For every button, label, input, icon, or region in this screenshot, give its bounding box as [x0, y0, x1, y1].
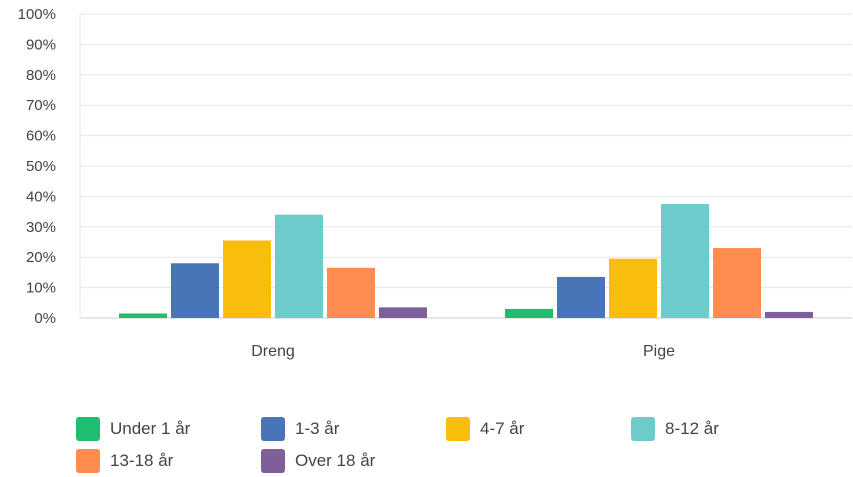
bar — [505, 308, 553, 318]
y-tick-label: 90% — [26, 36, 56, 53]
bar — [765, 311, 813, 318]
y-tick-label: 20% — [26, 249, 56, 266]
bar — [275, 214, 323, 318]
legend-label: 1-3 år — [295, 419, 340, 438]
y-tick-label: 40% — [26, 188, 56, 205]
legend-item: 8-12 år — [631, 417, 816, 441]
x-tick-label: Pige — [643, 343, 675, 360]
bar — [557, 276, 605, 318]
legend-swatch — [261, 449, 285, 473]
y-tick-label: 70% — [26, 97, 56, 114]
bar — [327, 267, 375, 318]
legend-item: 13-18 år — [76, 449, 261, 473]
legend-item: 1-3 år — [261, 417, 446, 441]
y-tick-label: 50% — [26, 158, 56, 175]
legend-swatch — [446, 417, 470, 441]
bar — [661, 204, 709, 318]
legend-item: 4-7 år — [446, 417, 631, 441]
y-tick-label: 60% — [26, 128, 56, 145]
legend-swatch — [631, 417, 655, 441]
legend-label: 13-18 år — [110, 451, 174, 470]
legend-swatch — [76, 449, 100, 473]
bar — [119, 313, 167, 318]
bar — [171, 263, 219, 318]
y-tick-label: 0% — [34, 310, 56, 327]
y-tick-label: 10% — [26, 280, 56, 297]
x-tick-label: Dreng — [251, 343, 295, 360]
bar — [609, 258, 657, 318]
legend-label: Over 18 år — [295, 451, 376, 470]
legend-item: Over 18 år — [261, 449, 446, 473]
y-tick-label: 80% — [26, 67, 56, 84]
legend-label: 4-7 år — [480, 419, 525, 438]
bar — [223, 240, 271, 318]
legend: Under 1 år 1-3 år 4-7 år 8-12 år 13-18 år Ove… — [76, 417, 816, 473]
y-tick-label: 100% — [18, 6, 56, 23]
legend-swatch — [261, 417, 285, 441]
legend-label: 8-12 år — [665, 419, 719, 438]
plot-area: 0% 10% 20% 30% 40% 50% 60% 70% 80% 90% 100% Dreng Pi… — [18, 6, 852, 360]
bar — [713, 248, 761, 318]
legend-swatch — [76, 417, 100, 441]
bar — [379, 307, 427, 318]
legend-item: Under 1 år — [76, 417, 261, 441]
legend-label: Under 1 år — [110, 419, 191, 438]
y-tick-label: 30% — [26, 219, 56, 236]
